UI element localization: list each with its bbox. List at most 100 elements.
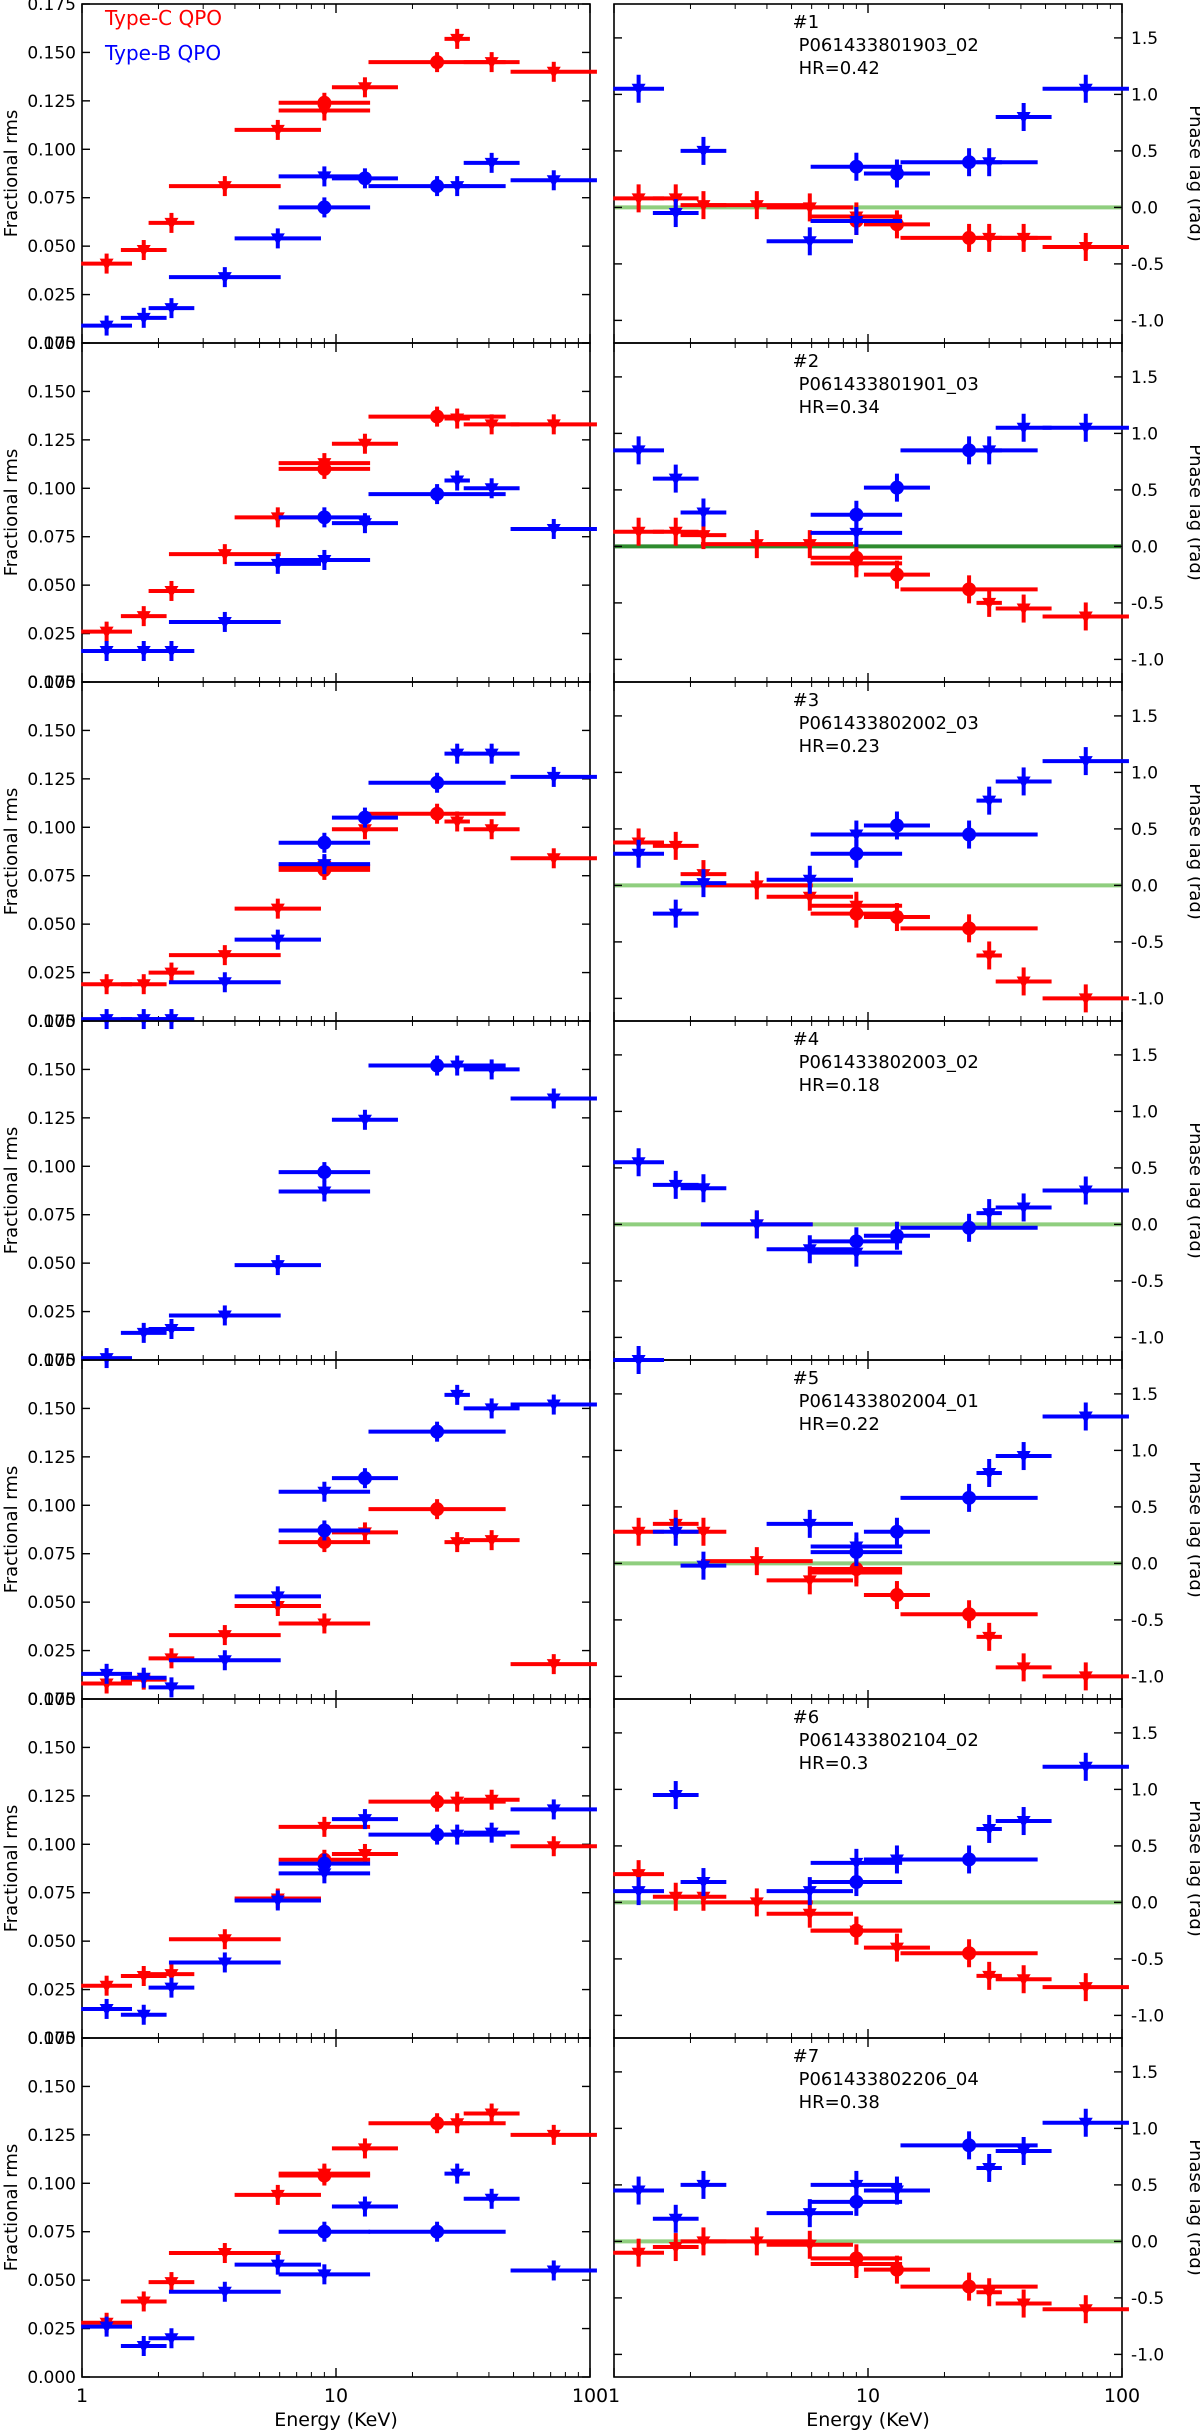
circle-marker <box>962 1946 977 1961</box>
triangle-marker <box>631 848 646 861</box>
y-tick-label: 0.0 <box>1131 876 1158 896</box>
y-tick-label: 0.100 <box>27 1835 76 1855</box>
y-tick-label: 0.025 <box>27 1642 76 1662</box>
data-point <box>463 414 520 435</box>
y-tick-label: 0.5 <box>1131 1159 1158 1179</box>
triangle-marker <box>749 2236 764 2249</box>
triangle-marker <box>217 977 232 990</box>
panel-rms-6 <box>81 1698 597 2039</box>
data-point <box>368 2221 506 2242</box>
data-point <box>652 199 699 228</box>
triangle-marker <box>668 2213 683 2226</box>
data-point <box>278 1863 371 1884</box>
circle-marker <box>962 921 977 936</box>
triangle-marker <box>317 2269 332 2282</box>
y-axis-label-left: Fractional rms <box>1 788 22 916</box>
triangle-marker <box>99 646 114 659</box>
data-point <box>613 1877 665 1906</box>
data-point <box>976 1622 1002 1651</box>
data-point <box>120 974 167 995</box>
triangle-marker <box>749 1897 764 1910</box>
data-point <box>444 2163 470 2184</box>
triangle-marker <box>1016 2146 1031 2158</box>
data-point <box>331 807 398 828</box>
triangle-marker <box>484 1403 499 1416</box>
triangle-marker <box>546 66 561 79</box>
triangle-marker <box>849 2179 864 2192</box>
data-point <box>234 1586 321 1607</box>
data-point <box>810 891 903 920</box>
circle-marker <box>962 1220 977 1235</box>
data-point <box>510 1654 597 1675</box>
y-tick-label: 0.075 <box>27 1206 76 1226</box>
triangle-marker <box>1078 83 1093 96</box>
circle-marker <box>430 487 445 502</box>
y-tick-label: 0.0 <box>1131 2232 1158 2252</box>
triangle-marker <box>217 1630 232 1643</box>
panel-id: #1 <box>793 12 820 33</box>
observation-id: P061433801901_03 <box>799 374 979 395</box>
y-tick-label: 0.050 <box>27 1932 76 1952</box>
circle-marker <box>357 810 372 825</box>
triangle-marker <box>217 272 232 285</box>
data-point <box>995 1442 1052 1471</box>
triangle-marker <box>631 193 646 206</box>
y-tick-label: 0.100 <box>27 2174 76 2194</box>
triangle-marker <box>450 181 465 194</box>
circle-marker <box>430 409 445 424</box>
triangle-marker <box>749 1219 764 1232</box>
data-point <box>613 2176 665 2205</box>
data-point <box>652 1170 699 1199</box>
triangle-marker <box>696 1877 711 1890</box>
y-tick-label: 0.175 <box>27 673 76 693</box>
triangle-marker <box>849 829 864 842</box>
y-tick-label: -0.5 <box>1131 255 1164 275</box>
triangle-marker <box>546 419 561 432</box>
data-point <box>976 1814 1002 1843</box>
data-point <box>510 766 597 787</box>
circle-marker <box>430 1827 445 1842</box>
data-point <box>652 517 699 546</box>
data-point <box>120 606 167 627</box>
triangle-marker <box>1016 1451 1031 1464</box>
data-point <box>278 832 371 853</box>
data-point <box>613 1148 665 1177</box>
triangle-marker <box>696 878 711 891</box>
data-point <box>900 1939 1038 1968</box>
triangle-marker <box>982 1208 997 1221</box>
data-point <box>863 2176 930 2205</box>
triangle-marker <box>1016 232 1031 245</box>
triangle-marker <box>849 1857 864 1870</box>
triangle-marker <box>1016 112 1031 124</box>
data-point <box>976 2278 1002 2307</box>
y-axis-label-left: Fractional rms <box>1 1127 22 1255</box>
data-point <box>463 1530 520 1551</box>
circle-marker <box>889 1228 904 1243</box>
y-tick-label: 0.025 <box>27 1303 76 1323</box>
circle-marker <box>357 171 372 186</box>
y-tick-label: 0.125 <box>27 2126 76 2146</box>
circle-marker <box>317 1523 332 1538</box>
data-point <box>1042 602 1129 631</box>
triangle-marker <box>696 507 711 520</box>
data-point <box>1042 1402 1129 1431</box>
triangle-marker <box>631 1355 646 1367</box>
triangle-marker <box>696 1183 711 1196</box>
triangle-marker <box>849 558 864 571</box>
y-tick-label: -0.5 <box>1131 1272 1164 1292</box>
y-tick-label: 0.000 <box>27 2029 76 2049</box>
data-point <box>680 498 727 527</box>
data-point <box>278 1520 371 1541</box>
triangle-marker <box>696 2179 711 2192</box>
data-point <box>863 811 930 840</box>
y-tick-label: -1.0 <box>1131 311 1164 331</box>
data-point <box>510 1088 597 1109</box>
data-point <box>613 2238 665 2267</box>
triangle-marker <box>217 2286 232 2299</box>
triangle-marker <box>484 157 499 170</box>
y-tick-label: -0.5 <box>1131 2289 1164 2309</box>
data-point <box>463 1789 520 1810</box>
y-axis-label-left: Fractional rms <box>1 1805 22 1933</box>
triangle-marker <box>1078 1761 1093 1774</box>
circle-marker <box>430 1058 445 1073</box>
